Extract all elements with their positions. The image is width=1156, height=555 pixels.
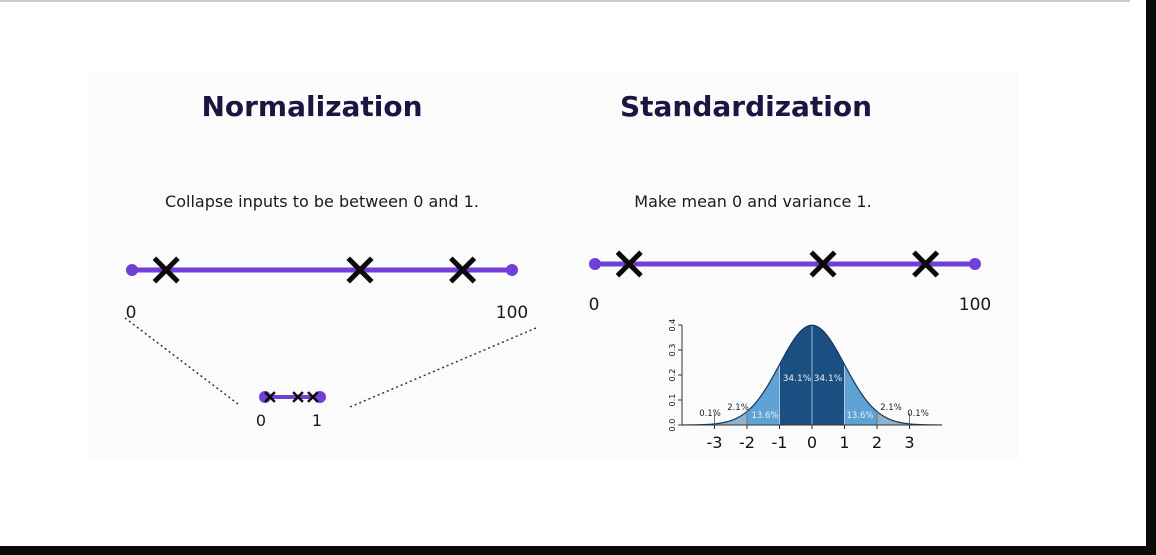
standardization-line-start-dot [589, 258, 601, 270]
x-tick-label: 2 [872, 433, 882, 452]
normalization-marks [152, 256, 477, 284]
top-divider [0, 0, 1130, 2]
x-tick-label: -2 [739, 433, 755, 452]
x-tick-label: 3 [904, 433, 914, 452]
region-label: 2.1% [880, 403, 902, 413]
region-label: 0.1% [699, 409, 721, 419]
right-edge-bar [1146, 0, 1156, 555]
normalization-number-line: 0 100 [126, 256, 528, 323]
normalization-line-end-dot [506, 264, 518, 276]
y-tick-label: 0.0 [668, 419, 677, 432]
x-tick-label: -1 [772, 433, 788, 452]
normal-distribution-chart: -3 -2 -1 0 1 2 30.00.10.20.30.40.1%2.1%13.6%34… [668, 319, 943, 452]
normalization-line-start-dot [126, 264, 138, 276]
mini-max-label: 1 [312, 411, 322, 430]
standardization-number-line: 0 100 [589, 250, 991, 315]
x-mark-2 [809, 250, 837, 278]
region-label: 34.1% [783, 374, 812, 384]
normalization-max-label: 100 [496, 303, 528, 323]
x-tick-label: 1 [839, 433, 849, 452]
x-mark-1 [152, 256, 180, 284]
x-mark-2 [346, 256, 374, 284]
standardization-marks [615, 250, 940, 278]
standardization-max-label: 100 [959, 295, 991, 315]
mini-x-mark-2 [292, 391, 304, 403]
mini-marks [264, 391, 319, 403]
region-label: 13.6% [751, 411, 778, 421]
zoom-connector-left [124, 317, 239, 405]
mini-x-mark-1 [264, 391, 276, 403]
region-7 [877, 411, 910, 425]
x-mark-1 [615, 250, 643, 278]
x-mark-3 [449, 256, 477, 284]
standardization-line-end-dot [969, 258, 981, 270]
mini-min-label: 0 [256, 411, 266, 430]
normalization-subtitle: Collapse inputs to be between 0 and 1. [165, 192, 479, 211]
standardization-min-label: 0 [589, 295, 600, 315]
region-2 [714, 411, 747, 425]
y-tick-label: 0.4 [668, 319, 677, 332]
region-label: 2.1% [727, 403, 749, 413]
region-label: 0.1% [907, 409, 929, 419]
y-tick-label: 0.2 [668, 369, 677, 382]
bottom-edge-bar [0, 546, 1156, 555]
y-tick-label: 0.3 [668, 344, 677, 357]
normalized-mini-line: 0 1 [256, 391, 326, 430]
x-tick-label: -3 [707, 433, 723, 452]
region-label: 13.6% [846, 411, 873, 421]
curve-outline [681, 324, 943, 426]
x-mark-3 [912, 250, 940, 278]
normalization-title: Normalization [201, 90, 423, 123]
mini-x-mark-3 [307, 391, 319, 403]
standardization-subtitle: Make mean 0 and variance 1. [634, 192, 872, 211]
x-tick-label: 0 [807, 433, 817, 452]
standardization-title: Standardization [619, 90, 873, 123]
normalization-min-label: 0 [126, 303, 137, 323]
region-label: 34.1% [814, 374, 843, 384]
y-tick-label: 0.1 [668, 394, 677, 407]
zoom-connector-right [349, 327, 537, 408]
